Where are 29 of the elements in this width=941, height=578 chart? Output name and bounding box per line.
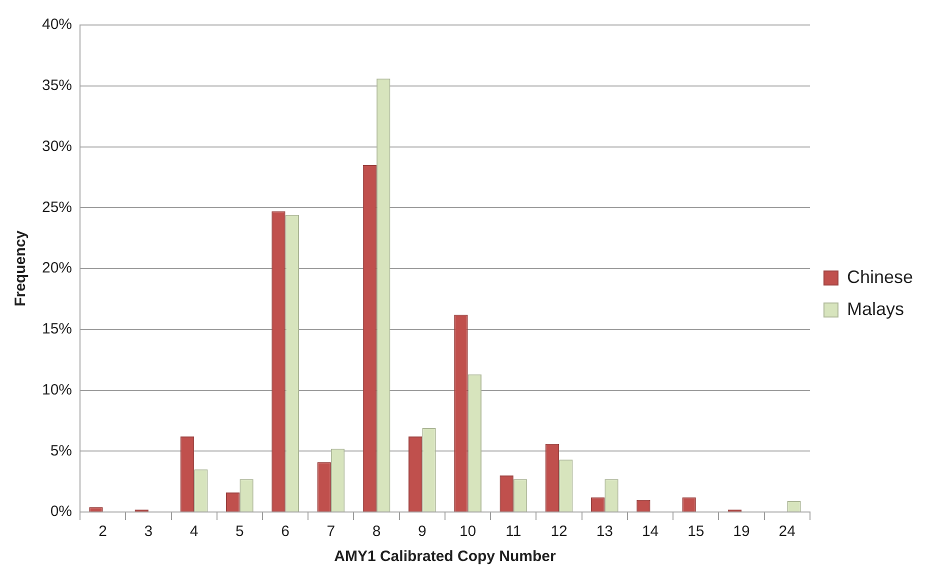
y-tick-label: 5% — [50, 442, 72, 460]
x-tick-label: 13 — [596, 523, 614, 540]
y-tick-label: 35% — [42, 77, 72, 94]
x-tick-label: 3 — [144, 523, 153, 540]
x-tick-label: 10 — [459, 523, 476, 540]
legend-label: Chinese — [846, 266, 914, 287]
x-tick-label: 24 — [778, 523, 796, 540]
y-tick-label: 30% — [42, 138, 72, 155]
x-tick-label: 7 — [326, 523, 336, 540]
x-tick-label: 5 — [236, 523, 244, 540]
legend-label: Malays — [846, 298, 904, 319]
x-tick-label: 9 — [418, 523, 426, 540]
x-tick-label: 19 — [733, 523, 750, 540]
y-tick-label: 10% — [42, 381, 72, 398]
x-tick-label: 4 — [190, 523, 198, 540]
x-tick-label: 2 — [98, 523, 108, 540]
x-tick-label: 15 — [688, 523, 704, 540]
x-tick-label: 12 — [550, 523, 568, 540]
x-axis-title: AMY1 Calibrated Copy Number — [334, 548, 556, 566]
y-tick-label: 40% — [42, 16, 72, 34]
y-tick-label: 15% — [42, 320, 72, 338]
y-tick-label: 0% — [50, 503, 72, 520]
x-tick-label: 14 — [642, 523, 659, 540]
y-tick-label: 20% — [42, 260, 72, 277]
y-tick-label: 25% — [42, 198, 72, 216]
y-axis-title: Frequency — [12, 230, 30, 306]
x-tick-label: 6 — [281, 523, 290, 540]
x-tick-label: 11 — [506, 523, 522, 540]
x-tick-label: 8 — [372, 523, 381, 540]
